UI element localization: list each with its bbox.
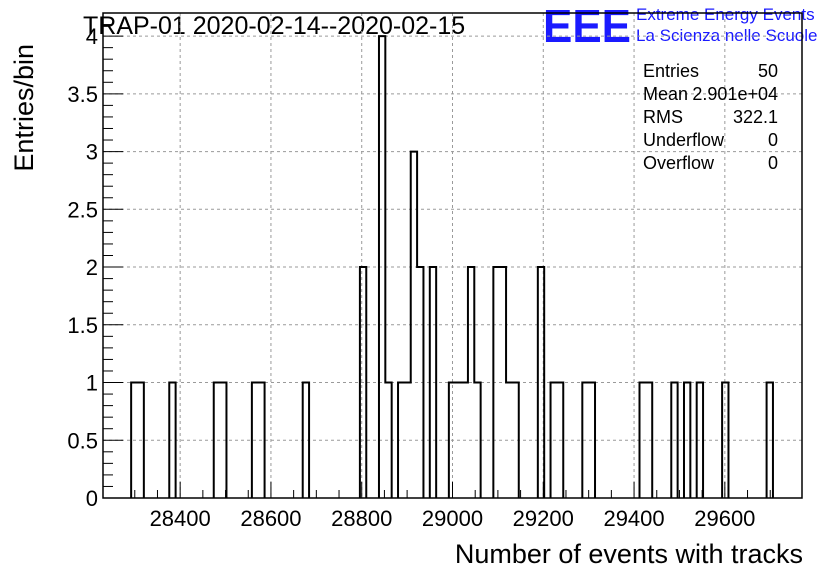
y-tick-label: 3.5 [67,82,98,107]
y-tick-label: 0 [86,486,98,511]
x-tick-label: 29200 [513,506,574,531]
stats-label: Mean [643,84,688,104]
logo-mark: EEE [543,0,631,52]
eee-logo: EEE Extreme Energy Events La Scienza nel… [543,0,817,52]
stats-value: 0 [768,130,778,150]
stats-box: Entries 50 Mean 2.901e+04 RMS 322.1 Underflow 0… [643,61,778,173]
x-tick-label: 28600 [240,506,301,531]
stats-value: 50 [758,61,778,81]
y-tick-label: 1.5 [67,313,98,338]
x-tick-label: 28800 [331,506,392,531]
y-tick-label: 4 [86,24,98,49]
x-tick-label: 29400 [603,506,664,531]
y-tick-label: 2.5 [67,197,98,222]
x-tick-label: 29600 [694,506,755,531]
stats-value: 0 [768,153,778,173]
stats-value: 2.901e+04 [692,84,778,104]
logo-line2: La Scienza nelle Scuole [636,26,817,45]
x-tick-label: 28400 [150,506,211,531]
y-axis-ticks: 0 0.5 1 1.5 2 2.5 3 3.5 4 [67,12,123,511]
y-tick-label: 1 [86,371,98,396]
stats-label: Underflow [643,130,725,150]
stats-label: Overflow [643,153,715,173]
y-axis-label: Entries/bin [9,44,39,172]
chart-title: TRAP-01 2020-02-14--2020-02-15 [83,12,465,40]
x-axis-ticks: 28400 28600 28800 29000 29200 29400 29600 [134,482,771,531]
y-tick-label: 3 [86,140,98,165]
stats-value: 322.1 [733,107,778,127]
x-axis-label: Number of events with tracks [455,539,803,569]
stats-label: RMS [643,107,683,127]
y-tick-label: 2 [86,255,98,280]
stats-label: Entries [643,61,699,81]
histogram-outline [130,35,774,498]
y-tick-label: 0.5 [67,428,98,453]
x-tick-label: 29000 [422,506,483,531]
